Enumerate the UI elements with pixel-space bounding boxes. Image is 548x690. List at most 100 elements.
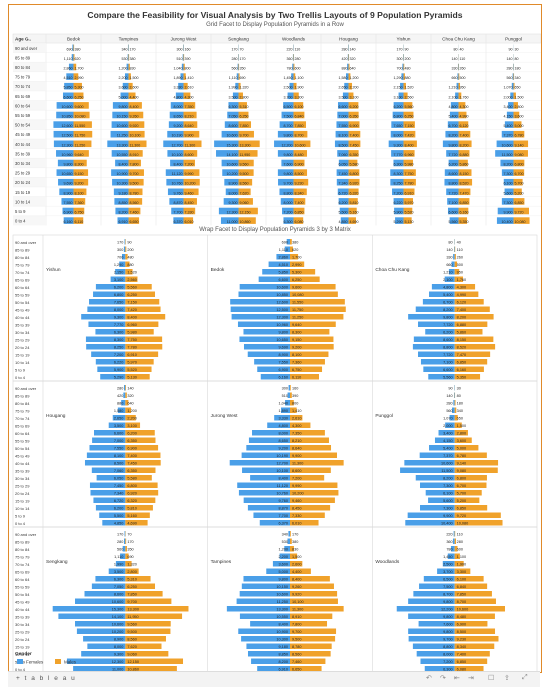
male-bar [290,538,292,544]
male-bar [128,121,145,128]
male-bar [513,82,515,90]
female-value-label: 2,150 [394,86,403,90]
female-value-label: 140 [446,394,452,398]
female-bar [241,583,290,589]
wrap-age-label: 50 to 54 [15,592,30,597]
fullscreen-icon[interactable]: ⤢ [522,674,528,681]
wrap-age-label: 25 to 29 [15,338,30,343]
male-bar [293,82,297,90]
female-value-label: 780 [446,548,452,552]
female-bar [236,73,239,80]
female-value-label: 7,500 [443,585,453,589]
female-value-label: 2,150 [114,271,124,275]
redo-icon[interactable]: ↷ [440,675,446,682]
male-bar [125,452,161,458]
male-value-label: 9,200 [75,182,84,186]
male-value-label: 9,200 [292,346,302,350]
female-value-label: 6,800 [394,115,403,119]
male-value-label: 320 [127,394,133,398]
female-value-label: 9,800 [449,143,458,147]
male-bar [403,188,415,196]
male-bar [290,651,331,657]
female-value-label: 6,200 [339,201,348,205]
female-bar [59,188,74,196]
female-bar [428,497,455,503]
male-value-label: 690 [127,555,133,559]
female-bar [53,140,74,148]
revert-icon[interactable]: ⇤ [454,675,460,682]
wrap-town-label: Punggol [375,413,393,419]
female-value-label: 3,500 [339,95,348,99]
female-bar [96,475,126,481]
grid-age-label: 5 to 9 [15,209,26,214]
male-bar [183,188,199,196]
male-value-label: 5,810 [350,201,359,205]
female-bar [287,538,290,544]
male-bar [73,130,93,138]
female-value-label: 330 [452,67,458,71]
male-bar [290,576,330,582]
male-value-label: 8,640 [292,447,302,451]
wrap-age-label: 25 to 29 [15,484,30,489]
female-bar [124,385,126,391]
female-bar [506,111,514,119]
refresh-icon[interactable]: ⇥ [468,675,474,682]
female-value-label: 5,600 [504,191,513,195]
female-value-label: 4,510 [278,263,288,267]
male-bar [454,482,487,488]
female-value-label: 7,720 [449,153,458,157]
male-value-label: 7,470 [457,353,467,357]
female-bar [336,169,349,176]
male-value-label: 1,320 [240,86,249,90]
share-icon[interactable]: ⇪ [504,675,510,682]
female-bar [259,520,290,526]
female-value-label: 6,050 [114,477,124,481]
female-bar [342,92,349,100]
male-bar [238,169,254,176]
male-value-label: 6,780 [457,454,467,458]
male-bar [125,359,154,365]
male-bar [290,284,336,290]
grid-town-header: Sengkang [228,37,249,42]
male-bar [125,643,162,649]
male-value-label: 6,910 [127,353,137,357]
device-icon[interactable]: ☐ [488,675,495,682]
female-value-label: 5,400 [449,115,458,119]
male-bar [125,475,152,481]
male-bar [125,505,153,511]
female-value-label: 330 [446,256,452,260]
male-value-label: 3,100 [350,95,359,99]
female-value-label: 10,650 [276,338,288,342]
male-value-label: 9,560 [240,163,249,167]
female-bar [86,452,126,458]
male-bar [238,82,241,90]
female-value-label: 8,900 [229,182,238,186]
grid-age-label: 55 to 59 [15,113,31,118]
female-value-label: 8,500 [114,462,124,466]
female-value-label: 10,150 [117,115,128,119]
undo-icon[interactable]: ↶ [426,675,432,682]
female-bar [246,445,290,451]
male-bar [513,130,525,138]
male-bar [290,531,291,537]
male-value-label: 11,300 [292,608,303,612]
male-bar [348,82,353,90]
female-value-label: 880 [117,402,123,406]
male-value-label: 7,460 [130,211,139,215]
male-bar [73,178,89,186]
female-value-label: 8,200 [443,477,453,481]
male-value-label: 8,500 [457,630,467,634]
male-value-label: 8,780 [130,191,139,195]
female-bar [402,63,404,71]
male-bar [454,284,476,290]
female-bar [429,291,455,297]
male-value-label: 7,420 [127,308,137,312]
male-bar [348,169,360,176]
wrap-age-label: 60 to 64 [15,285,30,290]
male-value-label: 2,800 [457,432,467,436]
female-bar [450,546,455,552]
male-bar [348,198,358,205]
male-bar [290,613,333,619]
wrap-age-label: 35 to 39 [15,323,30,328]
